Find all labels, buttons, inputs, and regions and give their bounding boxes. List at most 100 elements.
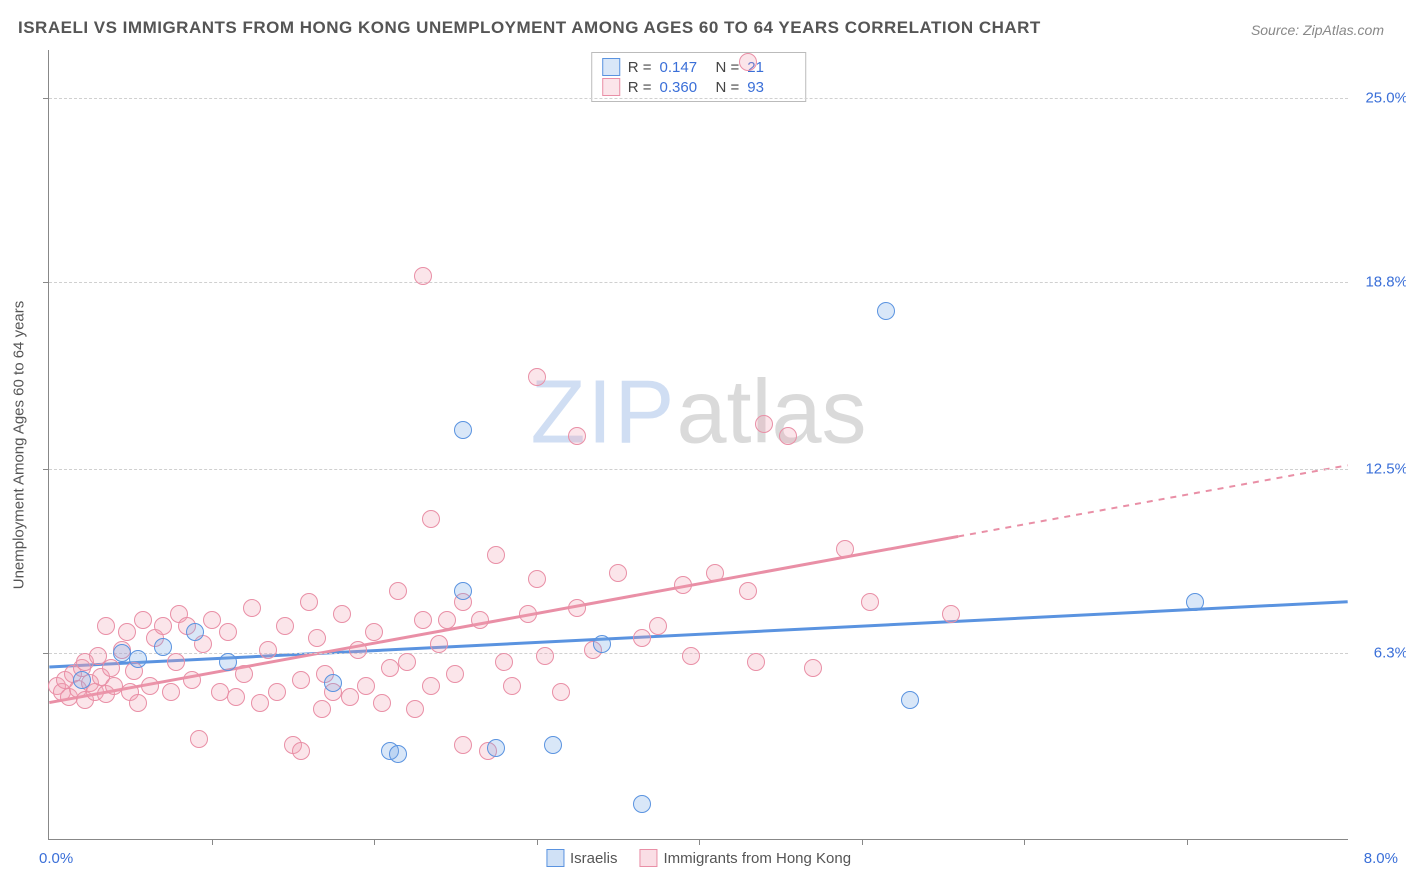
data-point — [251, 694, 269, 712]
data-point — [536, 647, 554, 665]
data-point — [487, 546, 505, 564]
data-point — [706, 564, 724, 582]
data-point — [446, 665, 464, 683]
stat-r-value: 0.360 — [660, 79, 708, 96]
legend-item: Israelis — [546, 849, 618, 867]
data-point — [528, 570, 546, 588]
data-point — [942, 605, 960, 623]
data-point — [268, 683, 286, 701]
data-point — [227, 688, 245, 706]
data-point — [276, 617, 294, 635]
data-point — [804, 659, 822, 677]
swatch-icon — [602, 78, 620, 96]
data-point — [454, 421, 472, 439]
legend-item: Immigrants from Hong Kong — [639, 849, 851, 867]
data-point — [243, 599, 261, 617]
data-point — [97, 617, 115, 635]
data-point — [414, 611, 432, 629]
data-point — [259, 641, 277, 659]
stat-n-value: 93 — [747, 79, 795, 96]
data-point — [528, 368, 546, 386]
swatch-icon — [602, 58, 620, 76]
data-point — [593, 635, 611, 653]
data-point — [739, 582, 757, 600]
data-point — [422, 510, 440, 528]
y-tick-label: 18.8% — [1353, 273, 1406, 290]
data-point — [779, 427, 797, 445]
data-point — [495, 653, 513, 671]
x-tick — [537, 839, 538, 845]
data-point — [649, 617, 667, 635]
x-tick — [1024, 839, 1025, 845]
chart-title: ISRAELI VS IMMIGRANTS FROM HONG KONG UNE… — [18, 18, 1041, 38]
grid-line — [49, 98, 1348, 99]
data-point — [300, 593, 318, 611]
data-point — [414, 267, 432, 285]
data-point — [102, 659, 120, 677]
data-point — [308, 629, 326, 647]
data-point — [836, 540, 854, 558]
watermark: ZIPatlas — [530, 361, 866, 464]
x-tick — [1187, 839, 1188, 845]
data-point — [341, 688, 359, 706]
data-point — [129, 694, 147, 712]
stat-r-value: 0.147 — [660, 59, 708, 76]
data-point — [568, 599, 586, 617]
data-point — [292, 742, 310, 760]
data-point — [203, 611, 221, 629]
data-point — [219, 623, 237, 641]
data-point — [454, 582, 472, 600]
data-point — [190, 730, 208, 748]
data-point — [438, 611, 456, 629]
data-point — [609, 564, 627, 582]
data-point — [861, 593, 879, 611]
data-point — [633, 629, 651, 647]
data-point — [141, 677, 159, 695]
y-tick — [43, 282, 49, 283]
source-label: Source: ZipAtlas.com — [1251, 22, 1384, 38]
trend-line-dashed — [958, 465, 1348, 536]
data-point — [544, 736, 562, 754]
y-tick-label: 12.5% — [1353, 460, 1406, 477]
data-point — [430, 635, 448, 653]
data-point — [186, 623, 204, 641]
watermark-part1: ZIP — [530, 362, 676, 462]
legend-series: Israelis Immigrants from Hong Kong — [546, 849, 851, 867]
swatch-icon — [546, 849, 564, 867]
data-point — [674, 576, 692, 594]
data-point — [357, 677, 375, 695]
data-point — [682, 647, 700, 665]
data-point — [389, 582, 407, 600]
data-point — [739, 53, 757, 71]
trend-lines — [49, 50, 1348, 839]
data-point — [365, 623, 383, 641]
x-axis-min-label: 0.0% — [39, 850, 73, 867]
data-point — [1186, 593, 1204, 611]
data-point — [118, 623, 136, 641]
y-tick-label: 6.3% — [1353, 644, 1406, 661]
data-point — [398, 653, 416, 671]
watermark-part2: atlas — [676, 362, 866, 462]
data-point — [129, 650, 147, 668]
legend-stats-row: R = 0.360 N = 93 — [602, 77, 796, 97]
data-point — [333, 605, 351, 623]
legend-stats: R = 0.147 N = 21 R = 0.360 N = 93 — [591, 52, 807, 102]
data-point — [134, 611, 152, 629]
grid-line — [49, 469, 1348, 470]
y-tick — [43, 469, 49, 470]
stat-r-label: R = — [628, 79, 652, 96]
data-point — [154, 617, 172, 635]
data-point — [877, 302, 895, 320]
data-point — [324, 674, 342, 692]
data-point — [503, 677, 521, 695]
data-point — [487, 739, 505, 757]
data-point — [373, 694, 391, 712]
y-tick — [43, 98, 49, 99]
data-point — [471, 611, 489, 629]
stat-n-label: N = — [716, 59, 740, 76]
y-tick-label: 25.0% — [1353, 89, 1406, 106]
plot-area: Unemployment Among Ages 60 to 64 years Z… — [48, 50, 1348, 840]
data-point — [389, 745, 407, 763]
legend-label: Immigrants from Hong Kong — [663, 850, 851, 867]
data-point — [219, 653, 237, 671]
